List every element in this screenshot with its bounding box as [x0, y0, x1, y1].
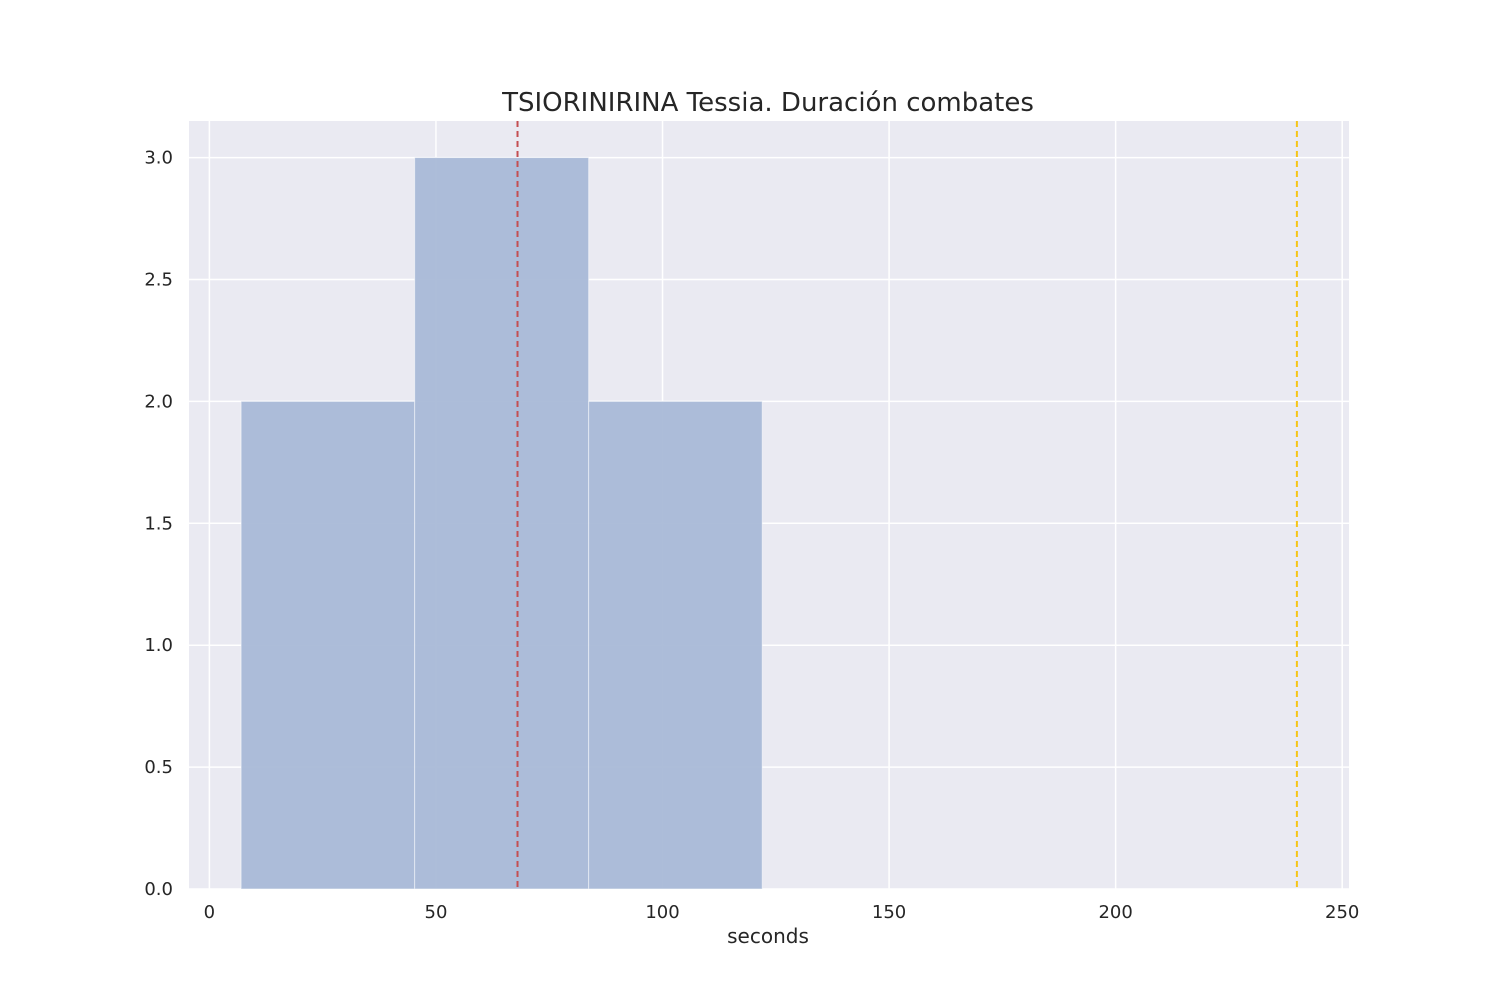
chart-title: TSIORINIRINA Tessia. Duración combates: [501, 88, 1034, 118]
y-tick-label: 1.5: [144, 513, 173, 534]
x-tick-label: 100: [645, 902, 679, 923]
histogram-bar: [588, 400, 763, 890]
x-tick-labels: 0 50 100 150 200 250: [204, 902, 1360, 923]
y-tick-label: 0.0: [144, 879, 173, 900]
histogram-bar: [240, 400, 416, 890]
x-tick-label: 200: [1098, 902, 1132, 923]
y-tick-label: 1.0: [144, 635, 173, 656]
y-tick-label: 2.0: [144, 391, 173, 412]
histogram-bar: [414, 157, 590, 890]
y-tick-labels: 0.0 0.5 1.0 1.5 2.0 2.5 3.0: [144, 148, 173, 900]
y-tick-label: 3.0: [144, 148, 173, 169]
x-tick-label: 50: [425, 902, 448, 923]
reference-lines: [516, 121, 1298, 889]
y-tick-label: 0.5: [144, 757, 173, 778]
x-tick-label: 0: [204, 902, 215, 923]
x-tick-label: 150: [872, 902, 906, 923]
x-axis-label: seconds: [727, 924, 809, 948]
x-tick-label: 250: [1325, 902, 1359, 923]
histogram-bars: [240, 157, 763, 890]
y-tick-label: 2.5: [144, 269, 173, 290]
